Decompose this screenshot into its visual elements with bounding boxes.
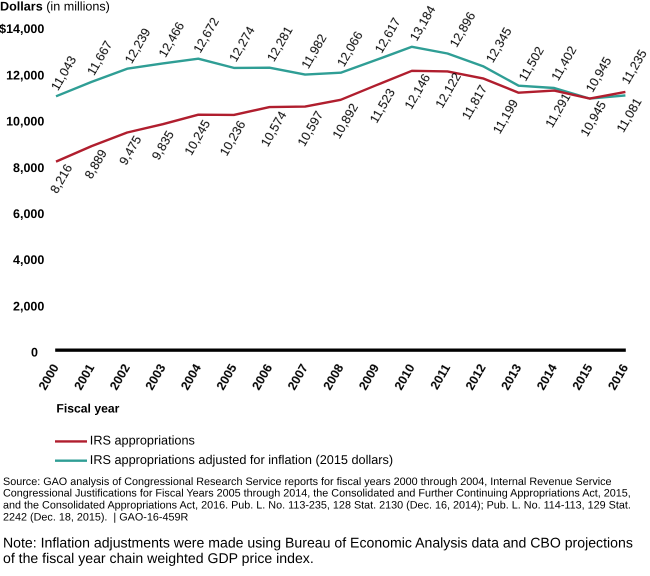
svg-text:Dollars (in millions): Dollars (in millions) (0, 0, 110, 14)
svg-text:10,000: 10,000 (6, 115, 44, 129)
svg-text:4,000: 4,000 (13, 253, 44, 267)
svg-text:2,000: 2,000 (13, 299, 44, 313)
svg-text:IRS appropriations: IRS appropriations (90, 434, 195, 448)
svg-text:and the Consolidated Appropria: and the Consolidated Appropriations Act,… (3, 500, 631, 512)
svg-text:$14,000: $14,000 (0, 22, 44, 36)
svg-text:IRS appropriations adjusted fo: IRS appropriations adjusted for inflatio… (90, 453, 393, 467)
svg-text:0: 0 (31, 346, 38, 360)
svg-text:8,000: 8,000 (13, 161, 44, 175)
svg-text:Fiscal year: Fiscal year (56, 402, 119, 416)
svg-text:of the fiscal year chain weigh: of the fiscal year chain weighted GDP pr… (3, 550, 314, 566)
svg-text:6,000: 6,000 (13, 207, 44, 221)
svg-text:Source: GAO analysis of Congre: Source: GAO analysis of Congressional Re… (3, 476, 612, 488)
svg-text:Note: Inflation adjustments we: Note: Inflation adjustments were made us… (3, 534, 633, 550)
svg-text:2242 (Dec. 18, 2015). | GAO-1: 2242 (Dec. 18, 2015). | GAO-16-459R (3, 511, 188, 523)
svg-text:Congressional Justifications f: Congressional Justifications for Fiscal … (3, 488, 631, 500)
svg-text:12,000: 12,000 (6, 68, 44, 82)
